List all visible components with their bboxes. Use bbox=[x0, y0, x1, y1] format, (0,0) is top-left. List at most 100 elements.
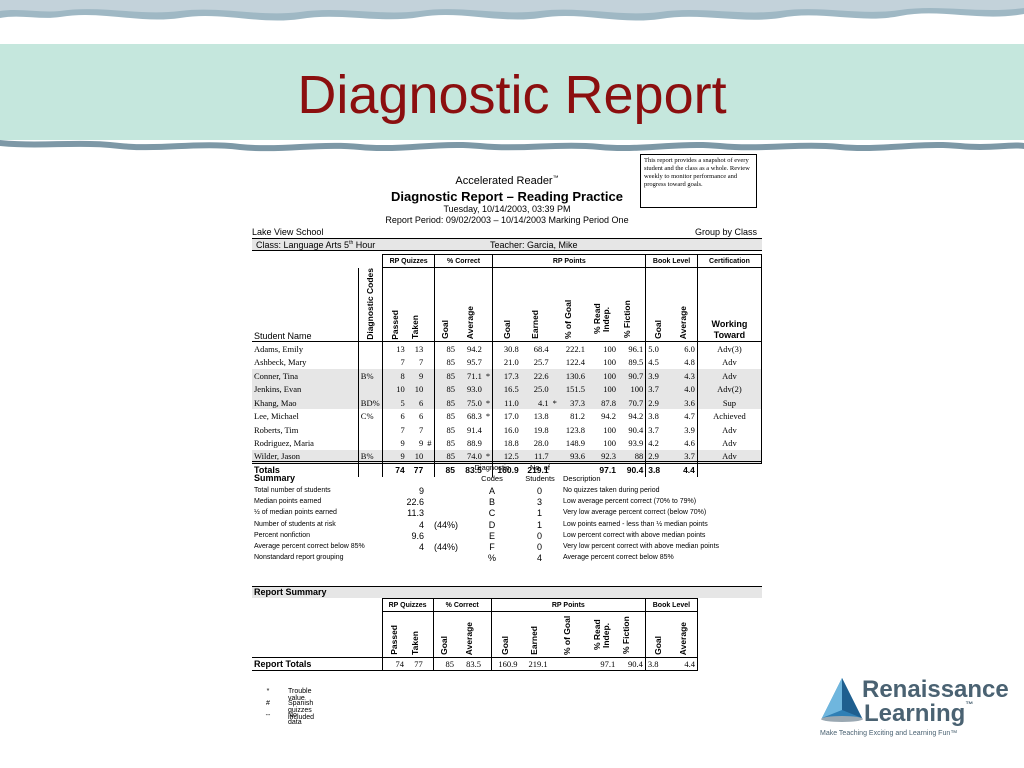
cell-rp-goal: 11.0 bbox=[492, 395, 521, 410]
report-app-name: Accelerated Reader™ bbox=[455, 175, 559, 187]
logo-text-renaissance: Renaissance bbox=[862, 676, 1009, 703]
table-row: Lee, Michael C% 6 6 85 68.3 * 17.0 13.8 81.2 94.2 9… bbox=[252, 409, 763, 423]
cell-bl-avg: 4.6 bbox=[670, 436, 698, 450]
cell-goal: 85 bbox=[446, 357, 456, 368]
cell-rp-goal: 16.0 bbox=[503, 424, 519, 435]
rs-rp-goal: 160.9 bbox=[498, 659, 518, 669]
cell-pct-goal: 222.1 bbox=[565, 343, 585, 354]
cell-flag bbox=[425, 341, 435, 356]
cell-tr: * bbox=[483, 395, 494, 410]
cell-avg: 91.4 bbox=[466, 424, 482, 435]
rs-col-bl-average: Average bbox=[678, 621, 689, 655]
rs-col-taken: Taken bbox=[409, 631, 420, 655]
cell-taken: 10 bbox=[406, 382, 426, 396]
cell-goal: 85 bbox=[434, 382, 457, 396]
summary-row: Nonstandard report grouping% 4 Average per… bbox=[252, 553, 762, 565]
student-count: 0 bbox=[536, 530, 542, 541]
cell-tr: * bbox=[483, 368, 494, 383]
col-bl-average: Average bbox=[678, 306, 689, 340]
report-period: Report Period: 09/02/2003 – 10/14/2003 M… bbox=[385, 215, 629, 225]
col-student-name: Student Name bbox=[252, 267, 359, 343]
cell-bl-avg: 3.9 bbox=[670, 422, 698, 437]
rs-group-rp-quizzes: RP Quizzes bbox=[381, 598, 434, 612]
cell-earned: 11.7 bbox=[520, 449, 551, 464]
cell-bl-goal: 2.9 bbox=[645, 395, 671, 410]
cell-tr2 bbox=[551, 436, 560, 450]
cell-taken: 7 bbox=[419, 424, 424, 435]
totals-row: Totals 74 77 85 83.5 160.9 219.1 97.1 90… bbox=[252, 462, 762, 477]
summary-divider bbox=[252, 461, 762, 462]
cell-flag bbox=[425, 409, 435, 423]
cell-name: Wilder, Jason bbox=[252, 449, 359, 464]
cell-name: Khang, Mao bbox=[252, 395, 359, 410]
code-description: Low percent correct with above median po… bbox=[563, 531, 706, 539]
rs-col-rp-goal: Goal bbox=[500, 636, 511, 655]
cell-fic: 88 bbox=[617, 449, 647, 464]
group-rp-quizzes: RP Quizzes bbox=[382, 254, 435, 268]
logo-tagline: Make Teaching Exciting and Learning Fun™ bbox=[820, 730, 958, 737]
cell-cert: Adv bbox=[697, 449, 763, 464]
cell-bl-goal: 5.0 bbox=[648, 343, 659, 354]
torn-edge-bottom bbox=[0, 140, 1024, 156]
col-passed: Passed bbox=[389, 309, 400, 340]
cell-tr2 bbox=[550, 368, 560, 383]
table-row: Wilder, Jason B% 9 10 85 74.0 * 12.5 11.7 93.6 92.… bbox=[252, 449, 763, 464]
diagnostic-code: C bbox=[488, 508, 496, 519]
torn-edge-top bbox=[0, 0, 1024, 21]
teacher-label: Teacher: Garcia, Mike bbox=[490, 240, 578, 250]
summary-row: Average percent correct below 85% 4 (44%) F… bbox=[252, 542, 762, 554]
cell-earned: 19.8 bbox=[533, 424, 549, 435]
cell-passed: 9 bbox=[400, 438, 405, 449]
cell-pct-goal: 148.9 bbox=[565, 438, 585, 449]
cell-tr2 bbox=[551, 355, 560, 369]
cell-rp-goal: 16.5 bbox=[492, 382, 521, 396]
cell-fic: 90.7 bbox=[617, 368, 647, 383]
totals-label: Totals bbox=[252, 462, 359, 477]
title-band bbox=[0, 44, 1024, 140]
cell-taken: 9 bbox=[406, 368, 426, 383]
summary-value: 11.3 bbox=[407, 508, 424, 519]
cell-rp-goal: 30.8 bbox=[503, 343, 519, 354]
cell-passed: 6 bbox=[400, 411, 405, 422]
cell-earned: 4.1 bbox=[520, 395, 551, 410]
cell-pct-goal: 93.6 bbox=[559, 449, 587, 464]
totals-bl-goal: 3.8 bbox=[645, 462, 671, 477]
code-description: Very low average percent correct (below … bbox=[563, 509, 707, 517]
cell-bl-goal: 4.5 bbox=[648, 357, 659, 368]
school-name: Lake View School bbox=[252, 227, 324, 237]
cell-read: 100 bbox=[586, 368, 618, 383]
cell-avg: 94.2 bbox=[466, 343, 482, 354]
class-bar: Class: Language Arts 5th Hour Teacher: G… bbox=[252, 238, 762, 251]
cell-fic: 93.9 bbox=[617, 436, 647, 450]
cell-tr2: * bbox=[550, 395, 560, 410]
cell-taken: 10 bbox=[406, 449, 426, 464]
cell-cert: Sup bbox=[697, 395, 763, 410]
cell-diag: B% bbox=[357, 449, 384, 464]
rs-col-pct-goal: % of Goal bbox=[561, 615, 572, 655]
cell-read: 100 bbox=[603, 438, 616, 449]
col-read-indep: % Read Indep. bbox=[592, 303, 612, 335]
cell-fic: 70.7 bbox=[617, 395, 647, 410]
summary-title: Summary bbox=[254, 473, 296, 483]
summary-label: ½ of median points earned bbox=[254, 509, 337, 517]
cell-earned: 22.6 bbox=[520, 368, 551, 383]
cell-diag bbox=[357, 382, 384, 396]
cell-tr bbox=[483, 355, 494, 369]
col-earned: Earned bbox=[530, 310, 541, 340]
cell-avg: 68.3 bbox=[466, 411, 482, 422]
cell-earned: 13.8 bbox=[533, 411, 549, 422]
cell-goal: 85 bbox=[434, 395, 457, 410]
rs-goal: 85 bbox=[445, 659, 454, 669]
report-totals-row: Report Totals 74 77 85 83.5 160.9 219.1 … bbox=[252, 657, 699, 671]
student-count: 1 bbox=[536, 519, 542, 530]
rs-taken: 77 bbox=[414, 659, 423, 669]
summary-codes-header-2: Codes bbox=[481, 474, 503, 483]
cell-read: 100 bbox=[586, 382, 618, 396]
totals-earned: 219.1 bbox=[520, 462, 551, 477]
totals-average: 83.5 bbox=[457, 462, 484, 477]
cell-rp-goal: 17.0 bbox=[503, 411, 519, 422]
cell-taken: 13 bbox=[414, 343, 424, 354]
summary-students-header-1: No. of bbox=[529, 463, 550, 472]
table-row: Khang, Mao BD% 5 6 85 75.0 * 11.0 4.1 * 37.3 87.8 70… bbox=[252, 395, 763, 410]
cell-goal: 85 bbox=[446, 438, 456, 449]
